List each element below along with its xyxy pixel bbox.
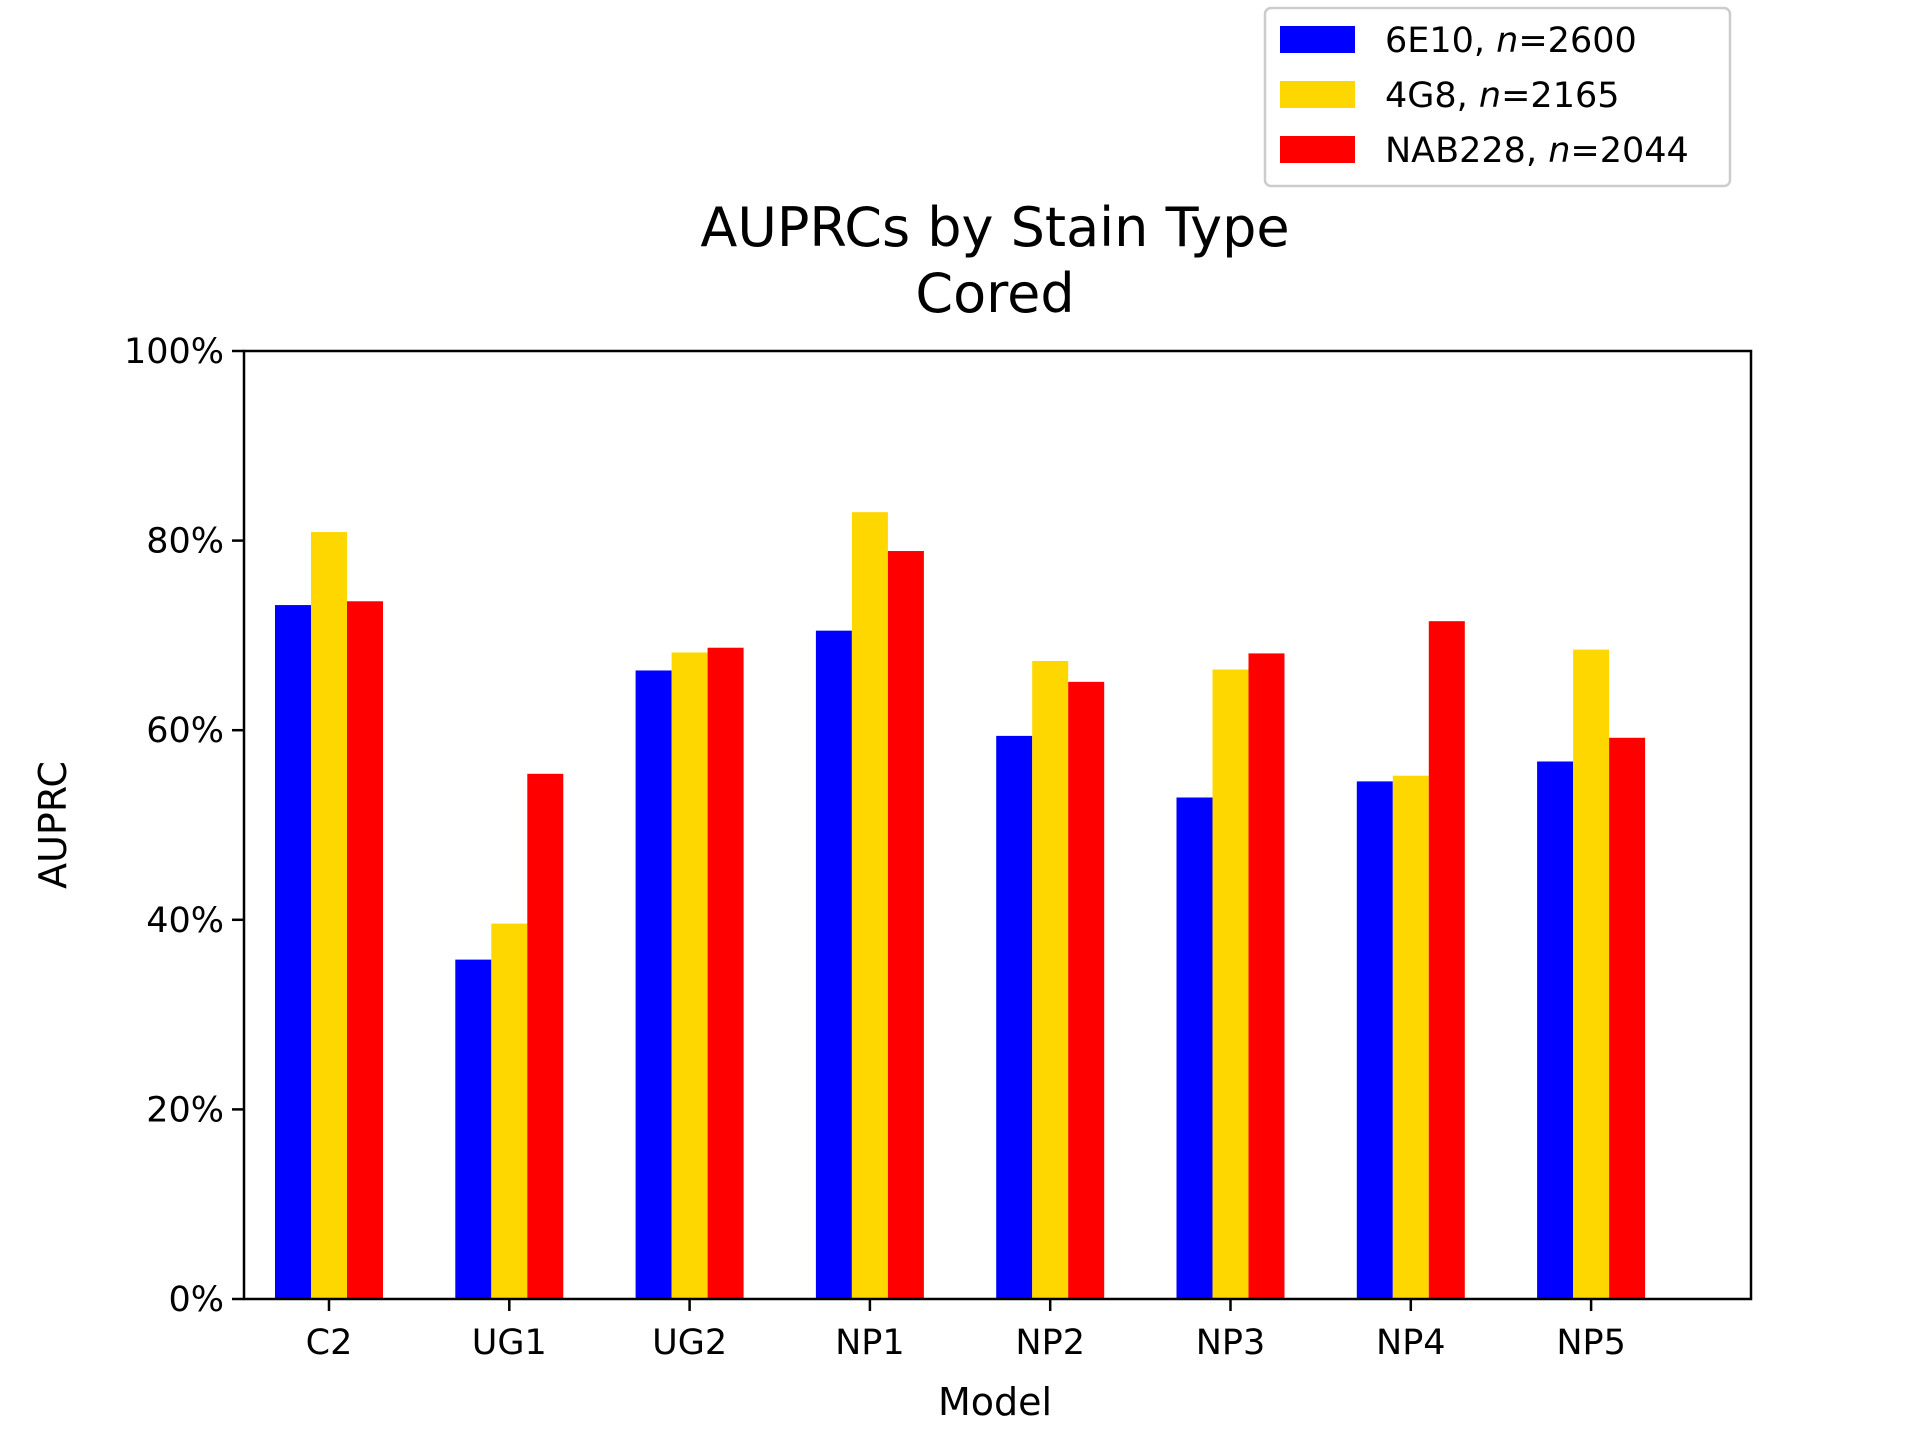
bar-4g8-np3 (1212, 669, 1249, 1299)
x-tick-label: UG2 (652, 1323, 727, 1363)
y-tick-label: 80% (146, 522, 224, 562)
bar-nab228-np5 (1609, 737, 1646, 1299)
legend-frame (1263, 6, 1732, 188)
bar-nab228-ug2 (707, 647, 744, 1299)
legend-swatch-6e10 (1280, 26, 1355, 53)
bar-4g8-ug2 (671, 652, 708, 1299)
legend-label-6e10: 6E10, n=2600 (1385, 21, 1637, 61)
x-tick-label: C2 (306, 1323, 353, 1363)
bar-4g8-c2 (311, 532, 347, 1299)
bar-6e10-np4 (1356, 781, 1393, 1299)
bar-nab228-np2 (1068, 681, 1105, 1299)
plot-frame (242, 349, 1753, 1301)
bar-6e10-np5 (1537, 761, 1574, 1299)
legend-swatch-nab228 (1280, 136, 1355, 163)
y-tick-label: 0% (168, 1280, 224, 1320)
chart-subtitle: Cored (915, 262, 1074, 325)
bar-4g8-np1 (851, 512, 888, 1299)
bar-6e10-ug2 (635, 670, 672, 1299)
bar-4g8-np2 (1032, 660, 1069, 1299)
x-tick-label: UG1 (472, 1323, 547, 1363)
x-tick-label: NP1 (835, 1323, 905, 1363)
bar-6e10-np3 (1176, 797, 1213, 1299)
chart-title: AUPRCs by Stain Type (700, 196, 1289, 259)
x-tick-label: NP3 (1196, 1323, 1266, 1363)
bar-4g8-ug1 (491, 923, 528, 1299)
bar-6e10-ug1 (455, 959, 492, 1299)
bars-group (275, 512, 1646, 1299)
bar-nab228-np4 (1428, 621, 1465, 1299)
bar-4g8-np4 (1392, 775, 1429, 1299)
bar-nab228-ug1 (527, 773, 564, 1299)
legend-label-4g8: 4G8, n=2165 (1385, 76, 1620, 116)
bar-6e10-np2 (996, 735, 1033, 1299)
x-ticks: C2 UG1 UG2 NP1 NP2 NP3 NP4 NP5 (306, 1299, 1626, 1363)
x-tick-label: NP5 (1556, 1323, 1626, 1363)
bar-6e10-np1 (815, 630, 852, 1299)
bar-nab228-np3 (1248, 653, 1285, 1299)
bar-nab228-c2 (347, 601, 383, 1299)
y-axis-label: AUPRC (31, 761, 75, 889)
y-tick-label: 60% (146, 711, 224, 751)
x-axis-label: Model (938, 1380, 1052, 1424)
bar-4g8-np5 (1573, 649, 1610, 1299)
bar-6e10-c2 (275, 605, 311, 1299)
y-tick-label: 100% (124, 332, 224, 372)
legend-label-nab228: NAB228, n=2044 (1385, 131, 1689, 171)
y-ticks: 0% 20% 40% 60% 80% 100% (124, 332, 244, 1320)
y-tick-label: 40% (146, 901, 224, 941)
x-tick-label: NP2 (1015, 1323, 1085, 1363)
y-tick-label: 20% (146, 1090, 224, 1130)
x-tick-label: NP4 (1376, 1323, 1446, 1363)
legend: 6E10, n=2600 4G8, n=2165 NAB228, n=2044 (1263, 6, 1732, 188)
legend-swatch-4g8 (1280, 81, 1355, 108)
bar-nab228-np1 (887, 551, 924, 1299)
